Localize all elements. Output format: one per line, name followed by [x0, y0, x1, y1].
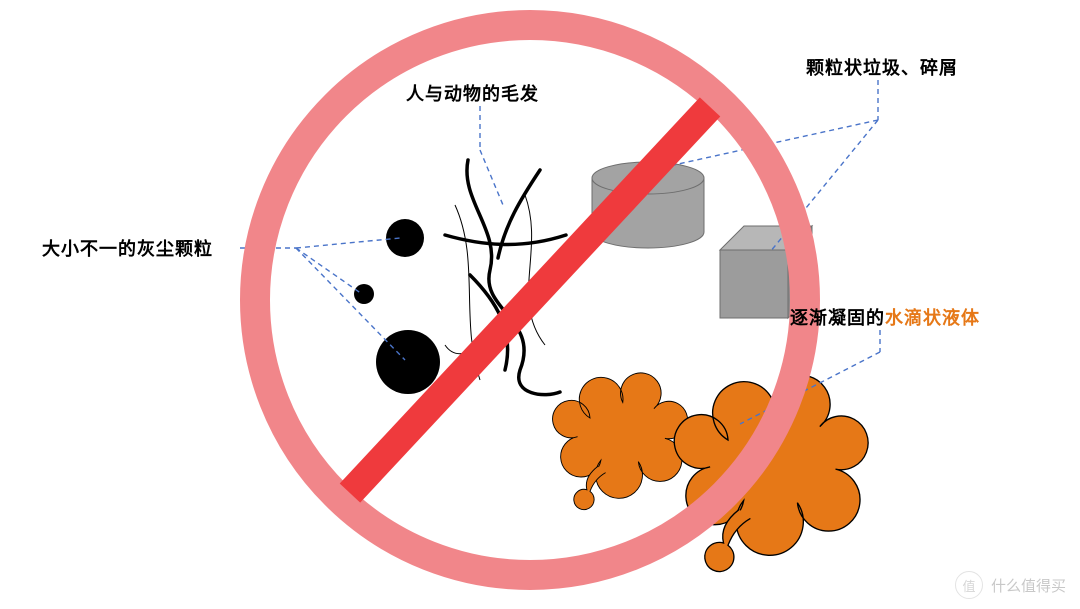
- watermark: 值 什么值得买: [955, 571, 1066, 599]
- label-dust: 大小不一的灰尘颗粒: [42, 235, 213, 261]
- label-hair: 人与动物的毛发: [406, 80, 539, 106]
- diagram-stage: 大小不一的灰尘颗粒 人与动物的毛发 颗粒状垃圾、碎屑 逐渐凝固的水滴状液体 值 …: [0, 0, 1080, 609]
- watermark-text: 什么值得买: [991, 575, 1066, 596]
- label-liquid: 逐渐凝固的水滴状液体: [790, 304, 980, 330]
- label-debris: 颗粒状垃圾、碎屑: [806, 54, 958, 80]
- watermark-badge-icon: 值: [955, 571, 983, 599]
